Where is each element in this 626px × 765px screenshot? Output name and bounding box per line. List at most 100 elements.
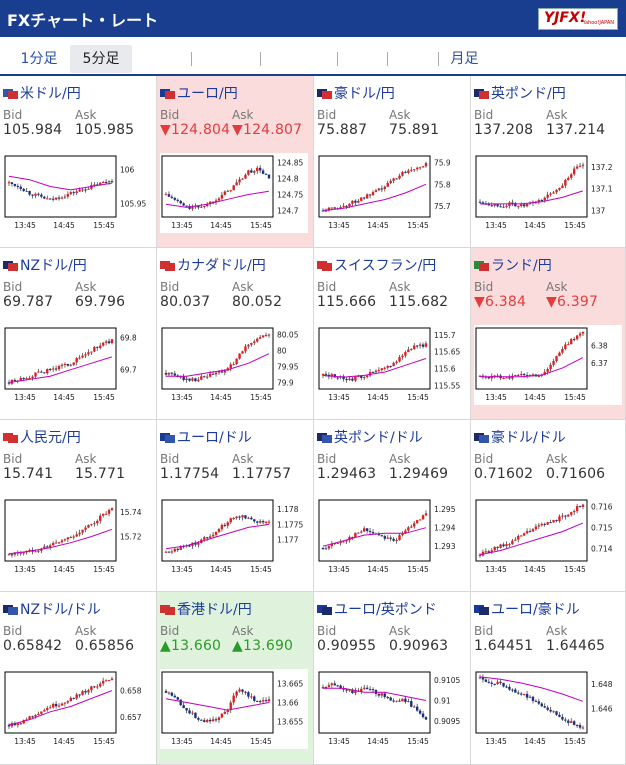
rate-card[interactable]: ユーロ/円 Bid Ask ▼124.804 ▼124.807 124.85 124.8 12…	[157, 76, 314, 248]
rate-card[interactable]: NZドル/ドル Bid Ask 0.65842 0.65856 0.658 0.657 13:…	[0, 592, 157, 765]
pair-name[interactable]: 香港ドル/円	[177, 602, 252, 618]
pair-name[interactable]: ユーロ/円	[177, 86, 238, 102]
mini-chart[interactable]: 0.658 0.657 13:45 14:45 15:45	[3, 669, 151, 749]
pair-name[interactable]: 人民元/円	[20, 430, 81, 446]
candle-body	[404, 352, 407, 356]
candle-body	[336, 542, 339, 544]
moving-average-line	[166, 353, 270, 377]
candle-body	[191, 712, 194, 714]
ask-value: 69.796	[75, 294, 126, 310]
candle-body	[578, 333, 582, 336]
mini-chart[interactable]: 115.7 115.65 115.6 115.55 13:45 14:45 15:45	[317, 325, 465, 405]
rate-card[interactable]: 米ドル/円 Bid Ask 105.984 105.985 106 105.95 13:45 1…	[0, 76, 157, 248]
pair-link[interactable]: NZドル/円	[3, 255, 87, 275]
candle-body	[324, 548, 328, 550]
tab-6[interactable]	[390, 45, 439, 73]
candle-body	[34, 372, 37, 377]
rate-card[interactable]: ランド/円 Bid Ask ▼6.384 ▼6.397 6.38 6.37 13:45 14:4…	[471, 248, 626, 420]
mini-chart[interactable]: 106 105.95 13:45 14:45 15:45	[3, 153, 151, 233]
flag-icon	[160, 605, 175, 615]
pair-link[interactable]: 米ドル/円	[3, 83, 81, 103]
plot-frame	[318, 327, 431, 390]
candle-body	[549, 193, 552, 195]
tab-2[interactable]	[133, 45, 192, 73]
pair-name[interactable]: 豪ドル/円	[334, 86, 395, 102]
tab-1[interactable]: 5分足	[70, 45, 132, 73]
pair-link[interactable]: 香港ドル/円	[160, 599, 252, 619]
pair-link[interactable]: 英ポンド/ドル	[317, 427, 423, 447]
y-tick-label: 6.37	[591, 359, 608, 368]
tab-7[interactable]: 月足	[450, 51, 479, 67]
rate-card[interactable]: 英ポンド/円 Bid Ask 137.208 137.214 137.2 137.1 137 1…	[471, 76, 626, 248]
mini-chart[interactable]: 15.74 15.72 13:45 14:45 15:45	[3, 497, 151, 577]
pair-link[interactable]: ユーロ/豪ドル	[474, 599, 580, 619]
candle-body	[179, 200, 182, 204]
candle-body	[578, 165, 582, 167]
pair-name[interactable]: ユーロ/英ポンド	[334, 602, 437, 618]
mini-chart[interactable]: 0.716 0.715 0.714 13:45 14:45 15:45	[474, 497, 622, 577]
pair-link[interactable]: ランド/円	[474, 255, 552, 275]
tab-5[interactable]	[340, 45, 388, 73]
pair-name[interactable]: 米ドル/円	[20, 86, 81, 102]
candle-body	[258, 521, 262, 523]
candle-body	[348, 689, 351, 691]
tab-4[interactable]	[264, 45, 338, 73]
pair-name[interactable]: スイスフラン/円	[334, 258, 437, 274]
flag-icon	[3, 261, 18, 271]
pair-link[interactable]: NZドル/ドル	[3, 599, 101, 619]
pair-link[interactable]: ユーロ/英ポンド	[317, 599, 437, 619]
mini-chart[interactable]: 1.178 1.1775 1.177 13:45 14:45 15:45	[160, 497, 308, 577]
rate-card[interactable]: ユーロ/ドル Bid Ask 1.17754 1.17757 1.178 1.1775 1.1…	[157, 420, 314, 592]
mini-chart[interactable]: 1.295 1.294 1.293 13:45 14:45 15:45	[317, 497, 465, 577]
mini-chart[interactable]: 137.2 137.1 137 13:45 14:45 15:45	[474, 153, 622, 233]
pair-name[interactable]: NZドル/ドル	[20, 602, 101, 618]
rate-card[interactable]: 豪ドル/円 Bid Ask 75.887 75.891 75.9 75.8 75.7 13:45…	[314, 76, 471, 248]
mini-chart[interactable]: 69.8 69.7 13:45 14:45 15:45	[3, 325, 151, 405]
pair-name[interactable]: 英ポンド/円	[491, 86, 566, 102]
candle-body	[84, 354, 87, 356]
pair-name[interactable]: ユーロ/豪ドル	[491, 602, 580, 618]
candle-body	[10, 554, 14, 556]
mini-chart[interactable]: 6.38 6.37 13:45 14:45 15:45	[474, 325, 622, 405]
candle-body	[34, 715, 37, 717]
mini-chart[interactable]: 13.665 13.66 13.655 13:45 14:45 15:45	[160, 669, 308, 749]
pair-link[interactable]: 人民元/円	[3, 427, 81, 447]
pair-name[interactable]: NZドル/円	[20, 258, 87, 274]
pair-link[interactable]: 豪ドル/ドル	[474, 427, 566, 447]
rate-card[interactable]: スイスフラン/円 Bid Ask 115.666 115.682 115.7 115.65 1…	[314, 248, 471, 420]
mini-chart[interactable]: 80.05 80 79.95 79.9 13:45 14:45 15:45	[160, 325, 308, 405]
rate-card[interactable]: 豪ドル/ドル Bid Ask 0.71602 0.71606 0.716 0.715 0.71…	[471, 420, 626, 592]
rate-card[interactable]: 人民元/円 Bid Ask 15.741 15.771 15.74 15.72 13:45 14…	[0, 420, 157, 592]
candle-body	[543, 706, 546, 708]
rate-card[interactable]: NZドル/円 Bid Ask 69.787 69.796 69.8 69.7 13:45 14:…	[0, 248, 157, 420]
pair-link[interactable]: ユーロ/円	[160, 83, 238, 103]
mini-chart[interactable]: 75.9 75.8 75.7 13:45 14:45 15:45	[317, 153, 465, 233]
moving-average-line	[322, 527, 427, 547]
pair-link[interactable]: 豪ドル/円	[317, 83, 395, 103]
rate-card[interactable]: ユーロ/英ポンド Bid Ask 0.90955 0.90963 0.9105 0.91 0.…	[314, 592, 471, 765]
tab-3[interactable]	[196, 45, 261, 73]
pair-name[interactable]: ランド/円	[491, 258, 552, 274]
pair-link[interactable]: カナダドル/円	[160, 255, 266, 275]
pair-name[interactable]: 豪ドル/ドル	[491, 430, 566, 446]
candle-body	[522, 374, 526, 376]
mini-chart[interactable]: 1.648 1.646 13:45 14:45 15:45	[474, 669, 622, 749]
pair-name[interactable]: ユーロ/ドル	[177, 430, 252, 446]
tab-0[interactable]: 1分足	[20, 51, 58, 67]
pair-link[interactable]: 英ポンド/円	[474, 83, 566, 103]
pair-link[interactable]: ユーロ/ドル	[160, 427, 252, 447]
pair-name[interactable]: カナダドル/円	[177, 258, 266, 274]
rate-card[interactable]: 香港ドル/円 Bid Ask ▲13.660 ▲13.690 13.665 13.66 13.…	[157, 592, 314, 765]
mini-chart[interactable]: 0.9105 0.91 0.9095 13:45 14:45 15:45	[317, 669, 465, 749]
rate-card[interactable]: カナダドル/円 Bid Ask 80.037 80.052 80.05 80 79.95 79.…	[157, 248, 314, 420]
rate-card[interactable]: 英ポンド/ドル Bid Ask 1.29463 1.29469 1.295 1.294 1.2…	[314, 420, 471, 592]
candle-body	[333, 207, 336, 209]
rate-card[interactable]: ユーロ/豪ドル Bid Ask 1.64451 1.64465 1.648 1.646 13:…	[471, 592, 626, 765]
candle-body	[206, 719, 209, 722]
pair-link[interactable]: スイスフラン/円	[317, 255, 436, 275]
yjfx-logo[interactable]: YJFX! Yahoo!JAPAN	[538, 8, 618, 30]
mini-chart[interactable]: 124.85 124.8 124.75 124.7 13:45 14:45 15:45	[160, 153, 308, 233]
pair-name[interactable]: 英ポンド/ドル	[334, 430, 423, 446]
y-tick-label: 80.05	[277, 330, 299, 339]
candle-body	[101, 680, 105, 684]
